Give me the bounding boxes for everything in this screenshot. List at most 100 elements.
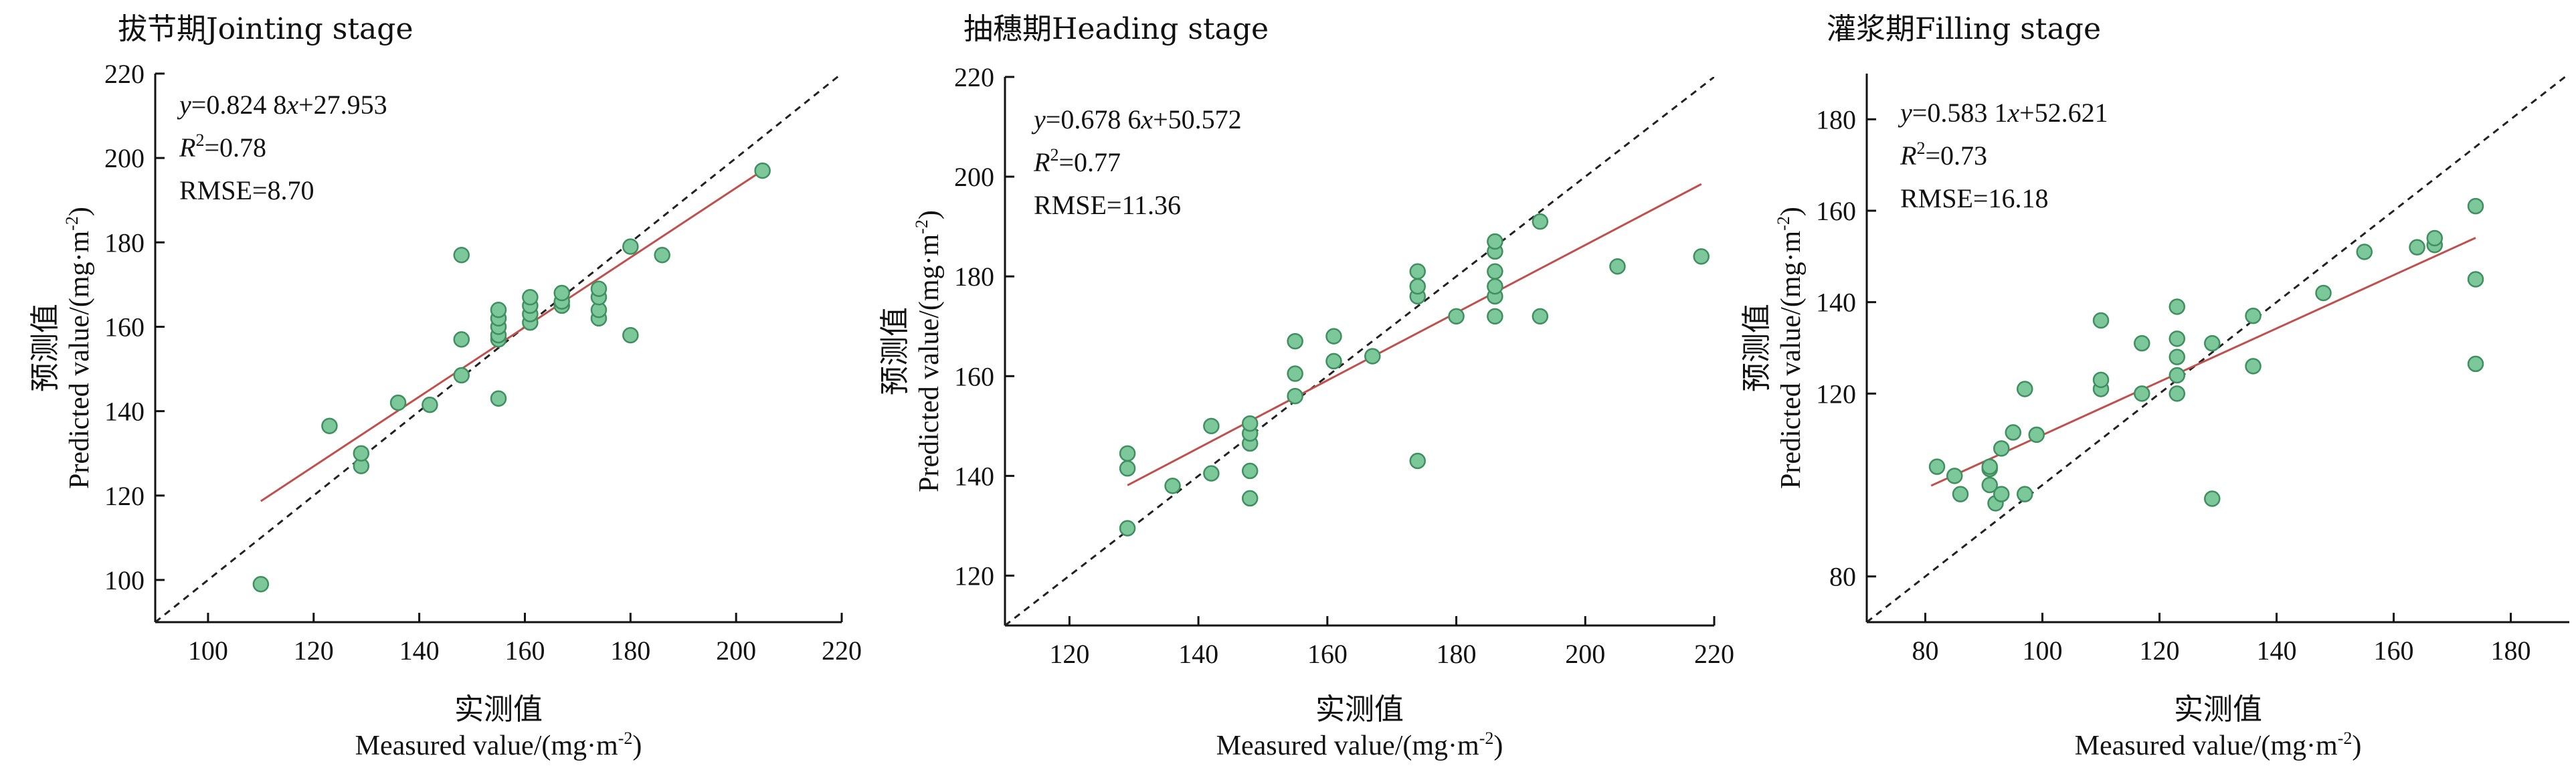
data-point	[1487, 308, 1503, 325]
data-point	[522, 289, 539, 306]
chart-panel-1: 拔节期Jointing stage 100 120 140 160 180 200 220 10…	[28, 12, 862, 761]
data-point	[321, 417, 338, 434]
data-point	[1993, 486, 2010, 502]
x-tick-label: 180	[1437, 639, 1477, 669]
data-point	[2467, 197, 2484, 215]
data-point	[1119, 520, 1136, 537]
x-tick-label: 140	[399, 636, 440, 666]
data-point	[1993, 440, 2010, 457]
one-to-one-line	[155, 74, 842, 622]
x-tick-label: 220	[1694, 639, 1734, 669]
x-tick-label: 180	[2491, 636, 2531, 666]
data-point	[2028, 426, 2045, 444]
data-point	[2467, 271, 2484, 288]
data-point	[2204, 490, 2221, 507]
data-point	[1448, 308, 1465, 325]
y-tick-label: 180	[104, 227, 145, 258]
y-axis-label-cn: 预测值	[1740, 304, 1774, 392]
r-squared: R2=0.78	[179, 130, 266, 163]
y-tick-label: 160	[954, 361, 994, 391]
chart-panel-2: 抽穗期Heading stage 120 140 160 180 200 220 120 140…	[878, 12, 1734, 761]
x-tick-label: 80	[1912, 636, 1939, 666]
data-point	[353, 445, 370, 462]
x-axis-label-cn: 实测值	[454, 692, 543, 727]
data-point	[2204, 334, 2221, 352]
data-point	[422, 396, 438, 413]
x-tick-label: 160	[504, 636, 545, 666]
data-point	[1487, 263, 1503, 280]
data-point	[2467, 355, 2484, 373]
y-axis-label-cn: 预测值	[878, 307, 912, 395]
y-tick-label: 80	[1829, 562, 1856, 592]
data-point	[1119, 445, 1136, 462]
data-point	[2092, 312, 2110, 329]
data-point	[2005, 424, 2021, 441]
y-tick-label: 220	[104, 59, 145, 89]
data-point	[1241, 462, 1259, 480]
y-tick-label: 180	[954, 262, 994, 292]
data-point	[1119, 460, 1136, 477]
data-point	[453, 331, 470, 348]
x-tick-label: 160	[1307, 639, 1348, 669]
data-point	[1409, 452, 1426, 470]
rmse: RMSE=11.36	[1034, 190, 1181, 220]
data-point	[590, 280, 608, 297]
data-point	[1532, 308, 1549, 325]
y-tick-label: 160	[104, 312, 145, 342]
y-tick-label: 120	[1816, 379, 1856, 409]
data-point	[2169, 367, 2185, 384]
x-axis-label-cn: 实测值	[1315, 692, 1404, 727]
y-tick-label: 140	[954, 461, 994, 491]
data-point	[1928, 458, 1946, 475]
x-axis-label-en: Measured value/(mg·m-2)	[355, 729, 642, 761]
x-tick-label: 120	[1049, 639, 1089, 669]
x-axis-label-en: Measured value/(mg·m-2)	[2075, 729, 2362, 761]
data-point	[1241, 490, 1259, 507]
x-tick-label: 100	[2023, 636, 2063, 666]
data-point	[2245, 307, 2262, 324]
y-tick-label: 220	[954, 62, 994, 92]
x-tick-label: 100	[188, 636, 228, 666]
data-point	[2134, 334, 2150, 352]
x-tick-label: 220	[822, 636, 862, 666]
data-point	[1287, 332, 1303, 350]
x-tick-label: 120	[2140, 636, 2180, 666]
y-tick-label: 160	[1816, 196, 1856, 226]
y-tick-label: 120	[954, 561, 994, 591]
data-point	[1287, 365, 1303, 382]
data-point	[1981, 458, 1998, 475]
data-point	[453, 246, 470, 264]
x-tick-label: 200	[716, 636, 756, 666]
data-point	[1164, 478, 1181, 494]
data-point	[1487, 278, 1503, 295]
y-tick-label: 200	[104, 143, 145, 173]
y-axis-label-en: Predicted value/(mg·m-2)	[62, 207, 95, 489]
data-point	[2356, 244, 2373, 260]
y-axis-label-en: Predicted value/(mg·m-2)	[1774, 207, 1807, 489]
data-point	[2169, 330, 2185, 347]
data-point	[2092, 371, 2110, 389]
regression-equation: y=0.678 6x+50.572	[1031, 104, 1242, 134]
data-point	[2134, 385, 2150, 402]
chart-title: 拔节期Jointing stage	[118, 12, 413, 46]
x-tick-label: 140	[2257, 636, 2297, 666]
y-tick-label: 140	[104, 397, 145, 427]
data-point	[252, 575, 270, 593]
data-point	[2245, 358, 2262, 375]
r-squared: R2=0.73	[1900, 138, 1987, 171]
data-point	[389, 394, 407, 411]
regression-equation: y=0.583 1x+52.621	[1898, 98, 2108, 128]
data-point	[2169, 298, 2185, 315]
data-point	[1325, 353, 1342, 370]
data-point	[2017, 381, 2033, 397]
data-point	[1325, 328, 1342, 345]
data-point	[2409, 239, 2425, 256]
data-point	[1609, 258, 1626, 275]
data-point	[490, 301, 507, 318]
x-tick-label: 200	[1565, 639, 1605, 669]
data-point	[490, 390, 507, 407]
data-point	[1287, 387, 1303, 405]
regression-equation: y=0.824 8x+27.953	[177, 90, 387, 120]
data-point	[1241, 415, 1259, 432]
